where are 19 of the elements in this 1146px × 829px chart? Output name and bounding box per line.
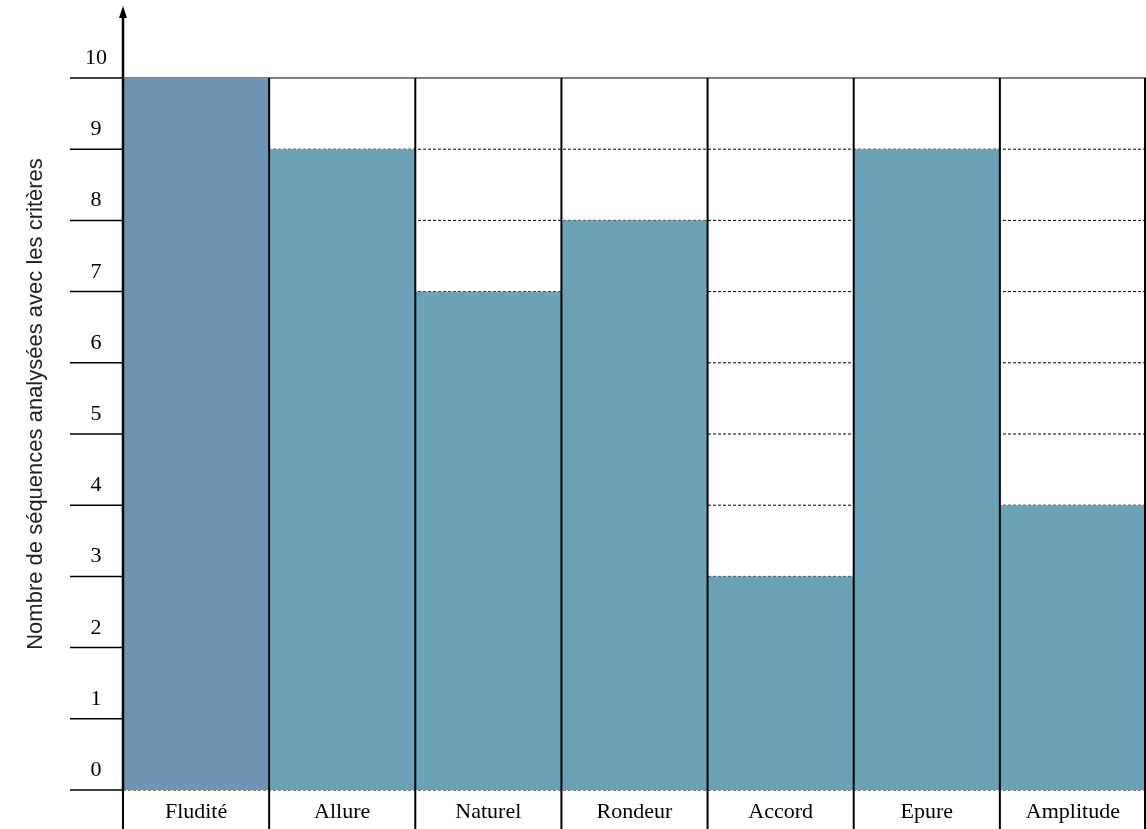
x-tick-label: Allure: [314, 798, 371, 823]
y-tick-label: 8: [90, 186, 102, 212]
y-tick-label: 4: [90, 471, 102, 497]
y-tick-label: 6: [90, 328, 102, 354]
x-tick-label: Naturel: [455, 798, 522, 823]
y-tick-label: 7: [90, 257, 102, 283]
y-tick-label: 10: [85, 44, 107, 69]
y-tick-label: 1: [90, 684, 102, 710]
y-tick-label: 9: [90, 115, 102, 141]
y-tick-label: 2: [90, 613, 102, 639]
y-axis-title: Nombre de séquences analysées avec les critères: [22, 158, 47, 650]
x-tick-label: Fludité: [164, 798, 228, 823]
y-tick-label: 3: [90, 542, 102, 568]
x-tick-label: Amplitude: [1025, 798, 1120, 823]
y-tick-label: 5: [90, 400, 102, 425]
x-tick-label: Epure: [900, 798, 954, 823]
y-tick-label: 0: [90, 756, 102, 781]
x-tick-label: Rondeur: [596, 798, 674, 823]
x-tick-label: Accord: [748, 798, 814, 823]
